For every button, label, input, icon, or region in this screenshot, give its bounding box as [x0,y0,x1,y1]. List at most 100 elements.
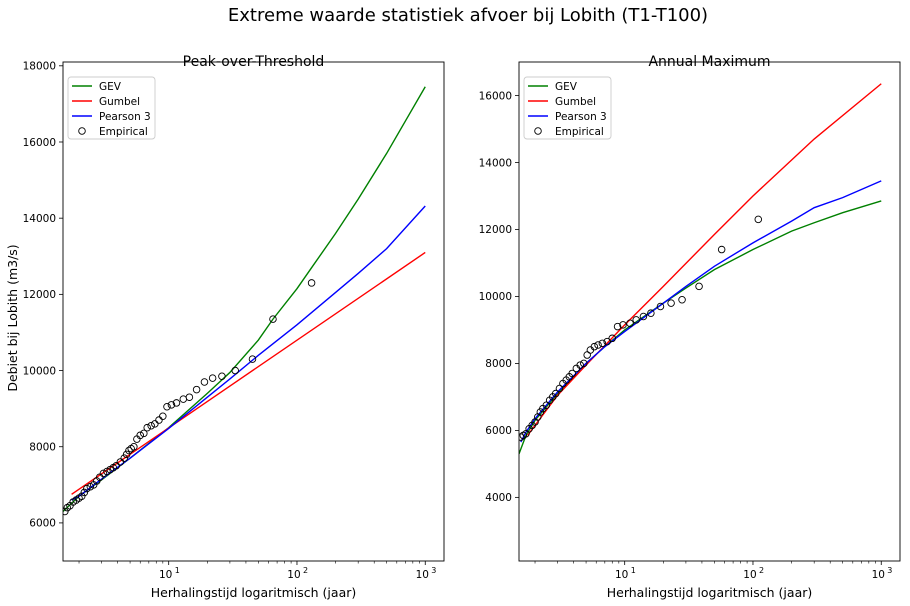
y-tick-label: 8000 [485,358,512,370]
empirical-point [632,316,640,324]
empirical-point [639,312,648,321]
x-tick-exponent: 3 [431,566,436,575]
empirical-point [185,393,194,401]
legend-marker-empirical [78,127,86,135]
legend-box [67,76,156,140]
x-tick-label: 10 [743,569,756,581]
y-tick-label: 12000 [23,289,56,301]
series-group [519,83,882,455]
y-tick-label: 8000 [29,442,56,454]
empirical-point [519,433,525,441]
legend-marker-empirical [534,127,542,135]
figure-title: Extreme waarde statistiek afvoer bij Lob… [228,5,708,26]
empirical-point [95,473,104,481]
empirical-point [568,369,576,378]
empirical-point [218,372,226,381]
empirical-point [613,322,622,331]
x-tick-exponent: 1 [175,566,180,575]
empirical-point [63,507,69,516]
empirical-point [80,488,89,497]
y-tick-label: 4000 [485,492,512,504]
empirical-point [140,429,148,438]
empirical-point [208,374,217,382]
y-tick-label: 14000 [479,157,512,169]
empirical-point [163,402,171,411]
empirical-point [77,492,86,500]
empirical-point [678,296,686,304]
series-group [63,86,426,516]
empirical-point [112,462,120,470]
empirical-point [598,339,607,348]
x-tick-label: 10 [159,569,172,581]
x-tick-exponent: 2 [303,566,308,575]
y-tick-label: 14000 [23,213,56,225]
x-tick-label: 10 [416,569,429,581]
x-tick-label: 10 [872,569,885,581]
plot-frame [62,61,445,562]
empirical-point [172,399,181,407]
empirical-point [200,378,209,386]
empirical-point [307,279,316,287]
empirical-point [192,385,201,394]
y-tick-label: 16000 [479,90,512,102]
x-tick-exponent: 2 [759,566,764,575]
y-tick-label: 6000 [485,425,512,437]
legend-label: Gumbel [555,96,596,108]
empirical-point [619,321,627,329]
x-tick-exponent: 1 [631,566,636,575]
empirical-point [626,319,634,327]
plot-frame [518,61,901,562]
x-tick-label: 10 [615,569,628,581]
legend: GEV Gumbel Pearson 3 Empirical [523,76,612,140]
legend-box [523,76,612,140]
legend-label: Pearson 3 [555,111,607,123]
y-tick-label: 10000 [23,365,56,377]
empirical-point [231,366,239,375]
y-tick-label: 6000 [29,518,56,530]
empirical-point [656,302,665,311]
empirical-point [717,245,726,254]
y-tick-label: 16000 [23,137,56,149]
empirical-point [269,315,277,323]
empirical-point [116,458,125,466]
empirical-point [594,341,602,349]
empirical-point [151,420,159,428]
empirical-point [248,355,257,363]
empirical-point [130,442,138,451]
x-axis-label: Herhalingstijd logaritmisch (jaar) [151,585,357,600]
empirical-point [83,484,91,493]
chart-annual-maximum: Annual Maximum Herhalingstijd logaritmis… [479,54,901,600]
empirical-point [120,454,128,462]
empirical-point [647,309,655,317]
empirical-point [580,359,588,368]
y-tick-label: 12000 [479,224,512,236]
series-line-gumbel [71,251,426,495]
series-line-pearson-3 [71,205,426,501]
empirical-point [143,423,151,432]
legend-label: GEV [99,81,122,93]
empirical-point [667,299,675,307]
legend-label: GEV [555,81,578,93]
series-line-gumbel [527,83,882,436]
legend-label: Empirical [555,126,604,138]
empirical-point [551,389,560,398]
legend-label: Pearson 3 [99,111,151,123]
x-tick-label: 10 [287,569,300,581]
empirical-point [147,422,155,430]
legend-label: Empirical [99,126,148,138]
x-axis-label: Herhalingstijd logaritmisch (jaar) [607,585,813,600]
empirical-point [159,412,167,421]
empirical-point [695,282,703,291]
legend-label: Gumbel [99,96,140,108]
empirical-point [608,334,617,343]
empirical-point [122,450,131,459]
empirical-point [590,342,599,351]
empirical-point [754,215,763,224]
chart-peak-over-threshold: Peak-over-Threshold Herhalingstijd logar… [5,54,445,600]
empirical-point [155,416,163,424]
y-tick-label: 18000 [23,61,56,73]
x-tick-exponent: 3 [887,566,892,575]
empirical-point [136,431,144,440]
